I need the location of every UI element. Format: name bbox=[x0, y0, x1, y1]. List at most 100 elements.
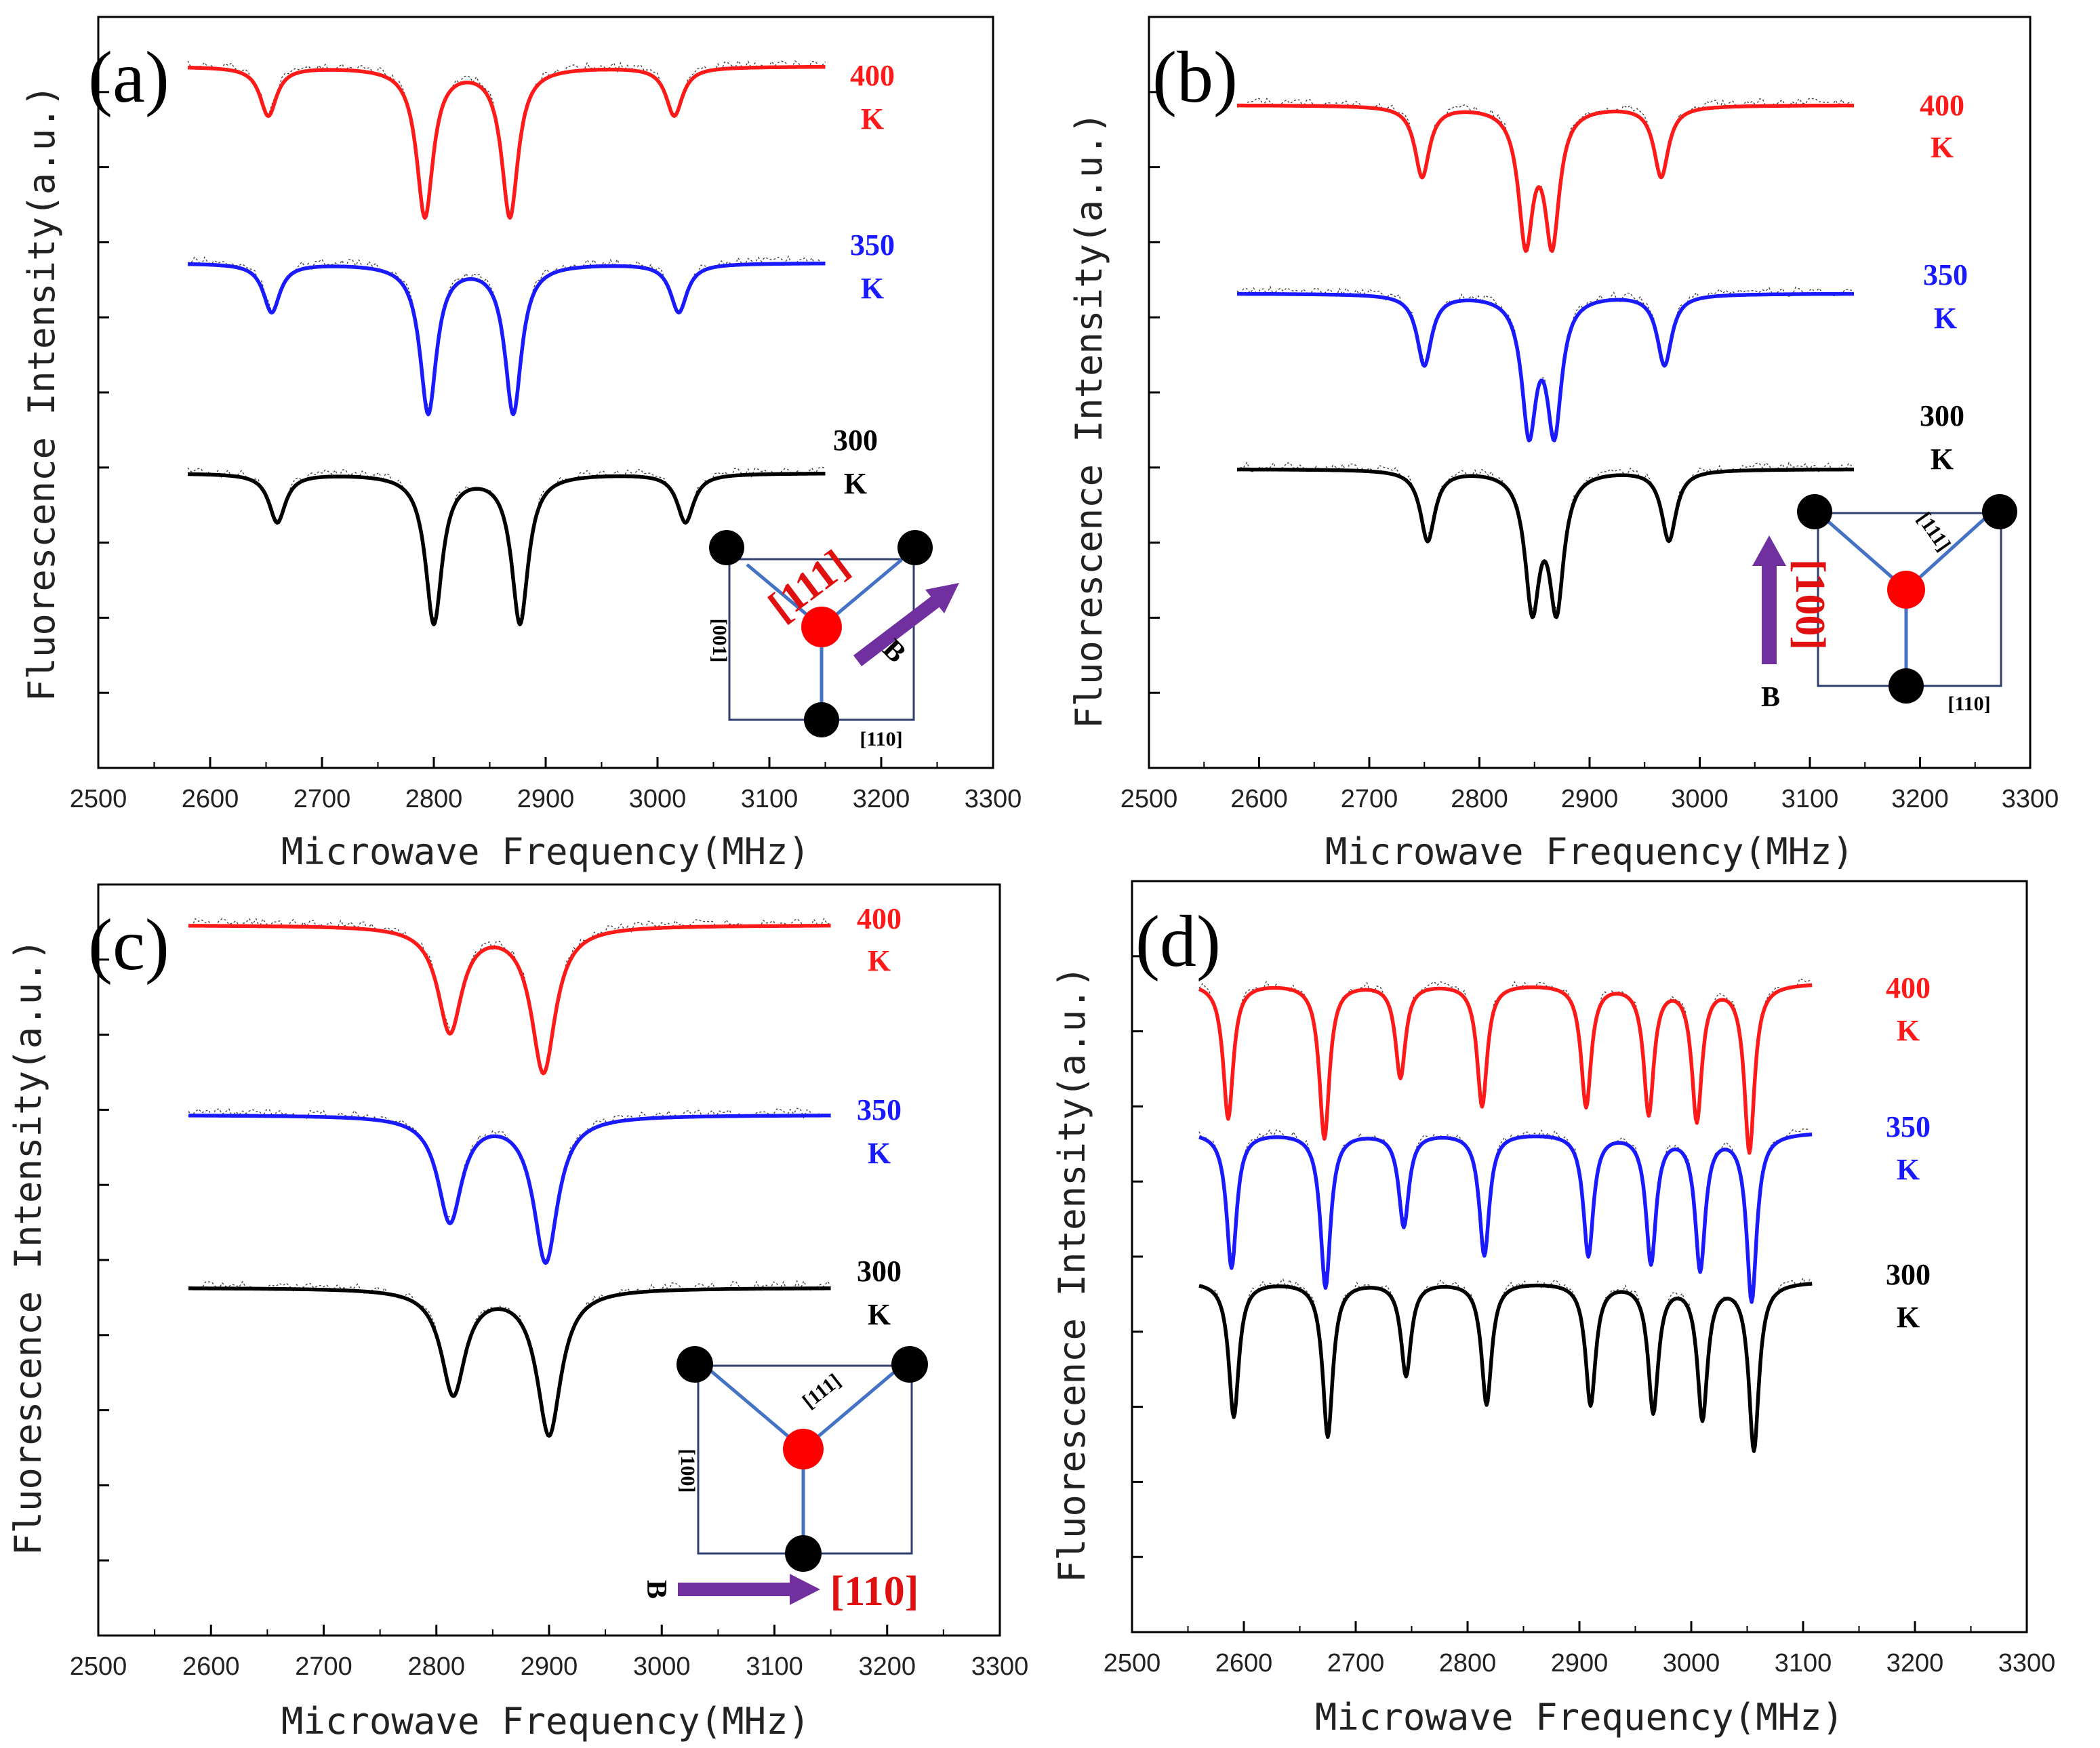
temp-300-unit: K bbox=[844, 467, 867, 500]
temp-400-unit: K bbox=[1897, 1014, 1920, 1047]
spectrum-fit-line bbox=[186, 64, 826, 220]
temp-400-value: 400 bbox=[850, 59, 895, 92]
carbon-atom bbox=[1982, 494, 2017, 529]
carbon-atom bbox=[785, 1535, 822, 1572]
raw-data-trace bbox=[1198, 978, 1811, 1147]
temp-300-unit: K bbox=[1897, 1301, 1920, 1334]
x-tick-label: 2800 bbox=[1451, 785, 1508, 813]
raw-data-trace bbox=[188, 1107, 831, 1263]
x-tick-label: 2800 bbox=[1439, 1649, 1497, 1678]
x-axis-title: Microwave Frequency(MHz) bbox=[281, 830, 810, 873]
x-ticks: 2500 2600 2700 2800 2900 3000 3100 3200 3300 bbox=[70, 958, 1029, 1681]
nv-center bbox=[801, 607, 842, 647]
temp-300-value: 300 bbox=[857, 1255, 902, 1288]
x-axis-title: Microwave Frequency(MHz) bbox=[1325, 830, 1854, 873]
carbon-atom bbox=[1797, 494, 1832, 529]
panel-letter: (a) bbox=[88, 37, 169, 118]
x-tick-label: 3200 bbox=[1886, 1649, 1944, 1678]
spectrum-fit-line bbox=[1236, 467, 1855, 619]
spectra bbox=[1236, 98, 1855, 619]
x-tick-label: 3100 bbox=[1775, 1649, 1832, 1678]
temp-400-value: 400 bbox=[1886, 971, 1931, 1004]
carbon-atom bbox=[897, 530, 933, 565]
temp-350-value: 350 bbox=[1886, 1110, 1931, 1143]
carbon-atom bbox=[677, 1346, 713, 1383]
vertical-axis-label: [100] bbox=[677, 1449, 699, 1493]
x-tick-label: 2900 bbox=[521, 1652, 578, 1681]
carbon-atom bbox=[891, 1346, 928, 1383]
spectrum-fit-line bbox=[186, 261, 826, 417]
x-tick-label: 3000 bbox=[1671, 785, 1729, 813]
crystal-inset: B [100] [111] [110] bbox=[1752, 494, 2017, 715]
x-tick-label: 3100 bbox=[746, 1652, 803, 1681]
spectrum-fit-line bbox=[1236, 291, 1855, 443]
x-tick-label: 3000 bbox=[633, 1652, 691, 1681]
x-tick-label: 3300 bbox=[2002, 785, 2059, 813]
temperature-labels: 400 K 350 K 300 K bbox=[857, 902, 902, 1331]
x-ticks: 2500 2600 2700 2800 2900 3000 3100 3200 3300 bbox=[1104, 955, 2055, 1678]
plot-frame bbox=[1148, 16, 2032, 769]
panel-letter: (c) bbox=[88, 905, 169, 985]
temperature-labels: 400 K 350 K 300 K bbox=[1886, 971, 1931, 1334]
x-tick-label: 2700 bbox=[1327, 1649, 1385, 1678]
field-arrow-head bbox=[1752, 535, 1786, 566]
x-tick-label: 2900 bbox=[517, 785, 575, 813]
temp-300-unit: K bbox=[868, 1298, 891, 1331]
vertical-axis-label: [001] bbox=[708, 619, 731, 663]
spectrum-fit-line bbox=[1236, 103, 1855, 253]
x-tick-label: 3100 bbox=[1781, 785, 1839, 813]
x-tick-label: 3300 bbox=[971, 1652, 1029, 1681]
field-direction-label: [110] bbox=[830, 1568, 919, 1614]
y-axis-title: Fluorescence Intensity(a.u.) bbox=[20, 85, 63, 702]
x-tick-label: 2600 bbox=[1230, 785, 1288, 813]
x-tick-label: 2500 bbox=[1104, 1649, 1161, 1678]
field-arrow bbox=[853, 591, 947, 666]
temp-300-unit: K bbox=[1931, 443, 1954, 476]
panel-c: 2500 2600 2700 2800 2900 3000 3100 3200 3300 (c)… bbox=[7, 883, 1029, 1743]
temp-350-value: 350 bbox=[857, 1093, 902, 1126]
x-tick-label: 2700 bbox=[1341, 785, 1398, 813]
horizontal-axis-label: [110] bbox=[860, 728, 902, 750]
nv-center bbox=[783, 1429, 824, 1469]
panel-letter: (b) bbox=[1152, 37, 1238, 118]
temp-400-unit: K bbox=[1931, 131, 1954, 164]
x-axis-title: Microwave Frequency(MHz) bbox=[281, 1700, 810, 1743]
temp-350-unit: K bbox=[1897, 1153, 1920, 1186]
raw-data-trace bbox=[1236, 285, 1852, 436]
x-tick-label: 3200 bbox=[858, 1652, 916, 1681]
spectrum-fit-line bbox=[1198, 1282, 1813, 1453]
raw-data-trace bbox=[187, 60, 826, 216]
x-axis-title: Microwave Frequency(MHz) bbox=[1315, 1696, 1844, 1739]
carbon-atom bbox=[804, 702, 839, 737]
x-tick-label: 2500 bbox=[70, 785, 127, 813]
crystal-inset: B [110] [111] [100] bbox=[641, 1346, 928, 1614]
temp-400-unit: K bbox=[868, 944, 891, 977]
x-tick-label: 2600 bbox=[182, 785, 239, 813]
nv-center bbox=[1887, 571, 1925, 609]
x-ticks: 2500 2600 2700 2800 2900 3000 3100 3200 3300 bbox=[70, 91, 1022, 813]
temp-400-value: 400 bbox=[857, 902, 902, 935]
temp-300-value: 300 bbox=[1886, 1258, 1931, 1291]
x-tick-label: 2900 bbox=[1561, 785, 1619, 813]
field-label: B bbox=[641, 1580, 672, 1599]
x-tick-label: 2600 bbox=[1215, 1649, 1273, 1678]
raw-data-trace bbox=[188, 1280, 832, 1436]
carbon-atom bbox=[709, 530, 744, 565]
raw-data-trace bbox=[1236, 461, 1853, 611]
spectrum-fit-line bbox=[1198, 983, 1813, 1155]
temp-400-unit: K bbox=[861, 102, 884, 136]
temp-350-unit: K bbox=[868, 1137, 891, 1170]
x-tick-label: 2500 bbox=[1120, 785, 1178, 813]
x-tick-label: 2800 bbox=[405, 785, 463, 813]
spectrum-fit-line bbox=[1198, 1132, 1813, 1304]
spectra bbox=[1198, 978, 1813, 1453]
temp-350-value: 350 bbox=[850, 228, 895, 262]
spectra bbox=[187, 917, 832, 1438]
panel-letter: (d) bbox=[1135, 901, 1221, 982]
temp-350-unit: K bbox=[1934, 302, 1957, 335]
spectra bbox=[186, 60, 826, 627]
spectrum-fit-line bbox=[187, 1286, 832, 1438]
y-axis-title: Fluorescence Intensity(a.u.) bbox=[7, 939, 49, 1556]
raw-data-trace bbox=[187, 466, 826, 622]
